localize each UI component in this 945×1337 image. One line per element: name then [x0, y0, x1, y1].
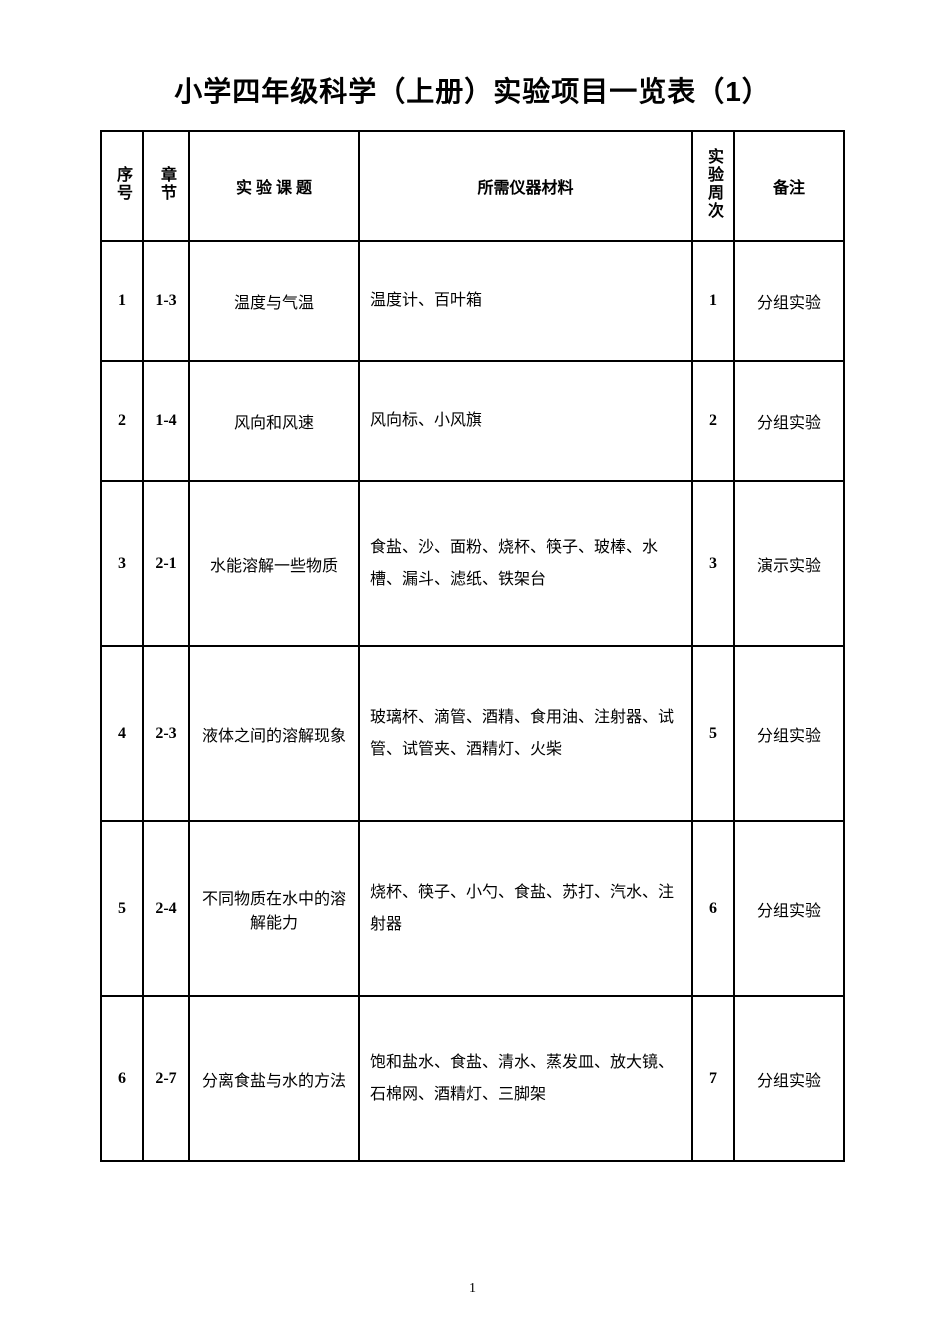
cell-materials: 食盐、沙、面粉、烧杯、筷子、玻棒、水槽、漏斗、滤纸、铁架台: [359, 481, 692, 646]
cell-seq: 4: [101, 646, 143, 821]
cell-materials: 玻璃杯、滴管、酒精、食用油、注射器、试管、试管夹、酒精灯、火柴: [359, 646, 692, 821]
cell-materials: 饱和盐水、食盐、清水、蒸发皿、放大镜、石棉网、酒精灯、三脚架: [359, 996, 692, 1161]
experiment-table: 序号 章节 实 验 课 题 所需仪器材料 实验周次 备注 1 1-3 温度与气温…: [100, 130, 845, 1162]
cell-seq: 5: [101, 821, 143, 996]
cell-note: 分组实验: [734, 996, 844, 1161]
table-row: 1 1-3 温度与气温 温度计、百叶箱 1 分组实验: [101, 241, 844, 361]
cell-week: 7: [692, 996, 734, 1161]
table-row: 6 2-7 分离食盐与水的方法 饱和盐水、食盐、清水、蒸发皿、放大镜、石棉网、酒…: [101, 996, 844, 1161]
table-row: 4 2-3 液体之间的溶解现象 玻璃杯、滴管、酒精、食用油、注射器、试管、试管夹…: [101, 646, 844, 821]
cell-week: 1: [692, 241, 734, 361]
cell-seq: 6: [101, 996, 143, 1161]
cell-week: 6: [692, 821, 734, 996]
cell-topic: 液体之间的溶解现象: [189, 646, 359, 821]
table-row: 3 2-1 水能溶解一些物质 食盐、沙、面粉、烧杯、筷子、玻棒、水槽、漏斗、滤纸…: [101, 481, 844, 646]
cell-note: 分组实验: [734, 821, 844, 996]
header-topic: 实 验 课 题: [189, 131, 359, 241]
cell-week: 2: [692, 361, 734, 481]
cell-note: 分组实验: [734, 241, 844, 361]
table-header-row: 序号 章节 实 验 课 题 所需仪器材料 实验周次 备注: [101, 131, 844, 241]
table-row: 5 2-4 不同物质在水中的溶解能力 烧杯、筷子、小勺、食盐、苏打、汽水、注射器…: [101, 821, 844, 996]
header-materials: 所需仪器材料: [359, 131, 692, 241]
cell-note: 演示实验: [734, 481, 844, 646]
page-number: 1: [469, 1281, 476, 1297]
cell-note: 分组实验: [734, 361, 844, 481]
cell-chapter: 1-3: [143, 241, 189, 361]
cell-chapter: 1-4: [143, 361, 189, 481]
cell-topic: 水能溶解一些物质: [189, 481, 359, 646]
cell-chapter: 2-7: [143, 996, 189, 1161]
cell-note: 分组实验: [734, 646, 844, 821]
cell-week: 5: [692, 646, 734, 821]
cell-seq: 1: [101, 241, 143, 361]
cell-chapter: 2-1: [143, 481, 189, 646]
cell-chapter: 2-3: [143, 646, 189, 821]
cell-week: 3: [692, 481, 734, 646]
cell-materials: 温度计、百叶箱: [359, 241, 692, 361]
cell-chapter: 2-4: [143, 821, 189, 996]
cell-materials: 烧杯、筷子、小勺、食盐、苏打、汽水、注射器: [359, 821, 692, 996]
cell-seq: 2: [101, 361, 143, 481]
header-note: 备注: [734, 131, 844, 241]
header-week: 实验周次: [692, 131, 734, 241]
cell-topic: 分离食盐与水的方法: [189, 996, 359, 1161]
cell-materials: 风向标、小风旗: [359, 361, 692, 481]
cell-topic: 风向和风速: [189, 361, 359, 481]
header-chapter: 章节: [143, 131, 189, 241]
header-seq: 序号: [101, 131, 143, 241]
table-row: 2 1-4 风向和风速 风向标、小风旗 2 分组实验: [101, 361, 844, 481]
cell-topic: 温度与气温: [189, 241, 359, 361]
page-title: 小学四年级科学（上册）实验项目一览表（1）: [100, 70, 845, 110]
cell-topic: 不同物质在水中的溶解能力: [189, 821, 359, 996]
cell-seq: 3: [101, 481, 143, 646]
